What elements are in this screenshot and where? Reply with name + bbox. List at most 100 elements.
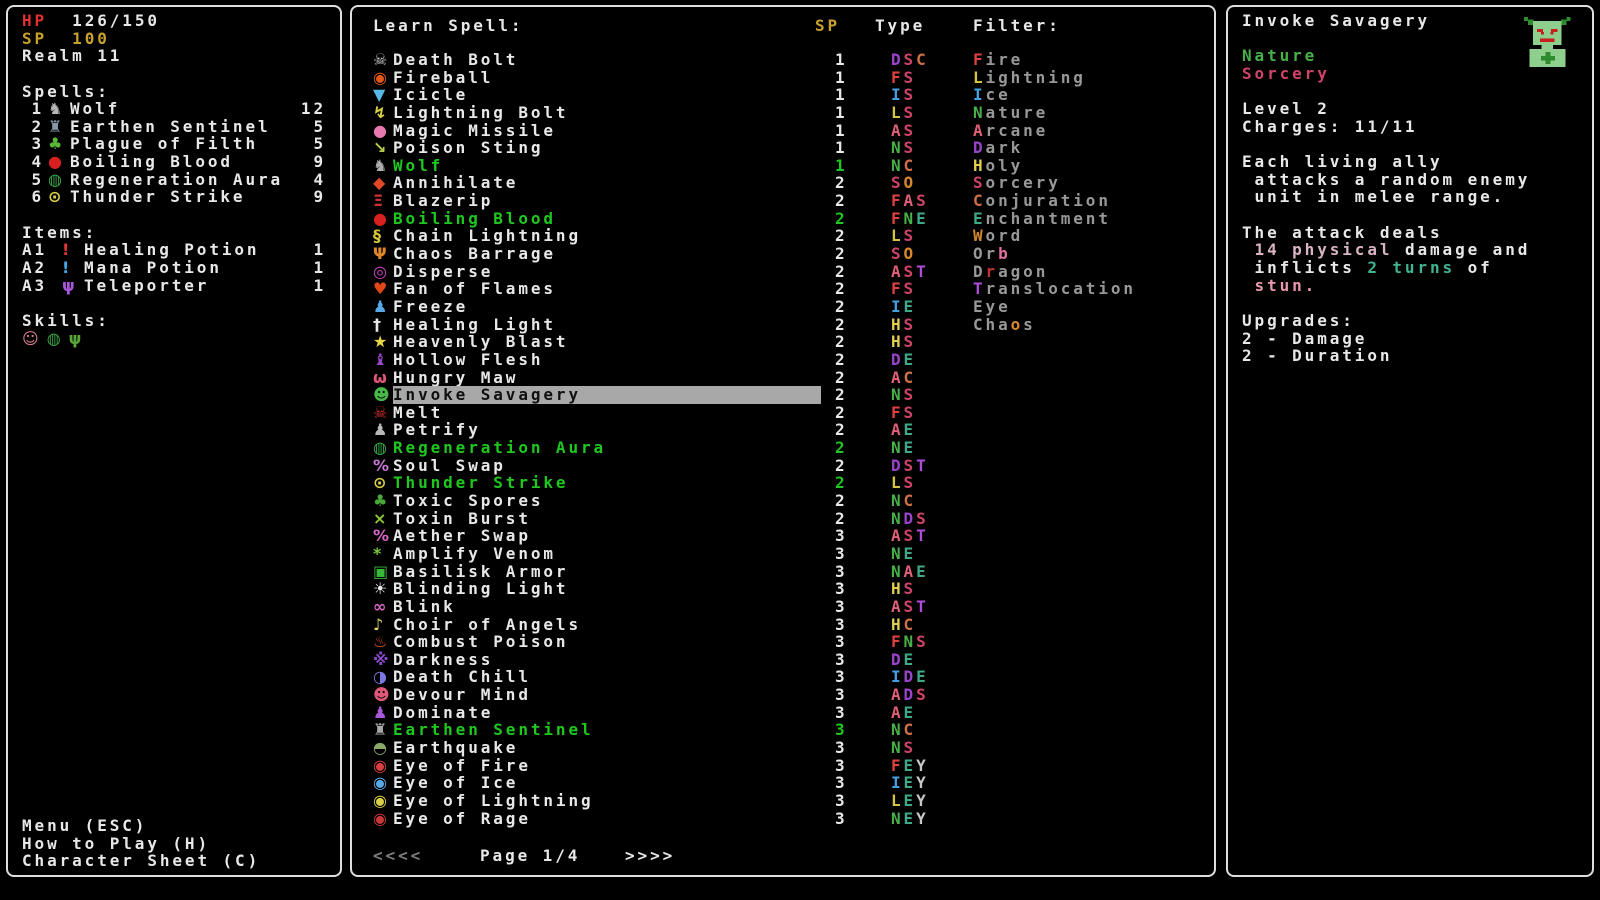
learn-row-chaos-barrage[interactable]: Ψ Chaos Barrage 2 SO [373,245,1073,263]
learn-row-wolf[interactable]: ♞ Wolf 1 NC [373,157,1073,175]
learn-row-choir-of-angels[interactable]: ♪ Choir of Angels 3 HC [373,614,1073,634]
learn-row-combust-poison[interactable]: ♨ Combust Poison 3 FNS [373,633,1073,651]
spell-type-tags: FS [891,68,1073,87]
spell-slot-earthen-sentinel[interactable]: 2 ♜ Earthen Sentinel 5 [22,118,326,136]
learn-row-toxin-burst[interactable]: × Toxin Burst 2 NDS [373,509,1073,528]
text-segment [1242,276,1255,295]
filter-text: ature [985,102,1049,122]
filter-item-lightning[interactable]: Lightning [973,68,1136,87]
learn-row-eye-of-fire[interactable]: ◉ Eye of Fire 3 FEY [373,755,1073,775]
type-letter-T: T [916,261,929,281]
learn-row-boiling-blood[interactable]: ● Boiling Blood 2 FNE [373,209,1073,228]
spell-slot-regeneration-aura[interactable]: 5 ◍ Regeneration Aura 4 [22,171,326,189]
learn-row-basilisk-armor[interactable]: ▣ Basilisk Armor 3 NAE [373,561,1073,581]
learn-row-invoke-savagery[interactable]: ☻ Invoke Savagery 2 NS [373,386,1073,404]
spell-sp-cost: 3 [835,755,848,775]
filter-text: Cha [973,314,1011,334]
learn-row-thunder-strike[interactable]: ⊙ Thunder Strike 2 LS [373,474,1073,492]
type-letter-D: D [903,667,917,687]
learn-row-disperse[interactable]: ◎ Disperse 2 AST [373,261,1073,281]
learn-row-earthen-sentinel[interactable]: ♜ Earthen Sentinel 3 NC [373,721,1073,739]
learn-row-heavenly-blast[interactable]: ★ Heavenly Blast 2 HS [373,333,1073,351]
filter-item-dark[interactable]: Dark [973,139,1136,157]
learn-row-petrify[interactable]: ♟ Petrify 2 AE [373,421,1073,439]
learn-row-soul-swap[interactable]: % Soul Swap 2 DST [373,456,1073,475]
learn-row-darkness[interactable]: ※ Darkness 3 DE [373,650,1073,669]
next-page-button[interactable]: >>>> [625,846,676,865]
how-to-play--button[interactable]: How to Play (H) [22,833,210,853]
learn-row-hollow-flesh[interactable]: ♝ Hollow Flesh 2 DE [373,351,1073,369]
filter-item-enchantment[interactable]: Enchantment [973,209,1136,228]
description-line: stun. [1242,276,1582,295]
filter-item-eye[interactable]: Eye [973,298,1136,316]
filter-item-orb[interactable]: Orb [973,245,1136,263]
learn-row-blink[interactable]: ∞ Blink 3 AST [373,598,1073,616]
type-letter-S: S [903,526,917,546]
learn-row-healing-light[interactable]: † Healing Light 2 HS [373,315,1073,334]
learn-row-eye-of-ice[interactable]: ◉ Eye of Ice 3 IEY [373,774,1073,792]
learn-row-lightning-bolt[interactable]: ↯ Lightning Bolt 1 LS [373,104,1073,122]
spell-slot-wolf[interactable]: 1 ♞ Wolf 12 [22,100,326,118]
learn-row-magic-missile[interactable]: ● Magic Missile 1 AS [373,121,1073,140]
filter-item-fire[interactable]: Fire [973,51,1136,69]
learn-row-regeneration-aura[interactable]: ◍ Regeneration Aura 2 NE [373,439,1073,457]
spell-sp-cost: 3 [835,614,848,634]
learn-row-icicle[interactable]: ▼ Icicle 1 IS [373,86,1073,104]
filter-item-chaos[interactable]: Chaos [973,314,1136,334]
item-count: 1 [313,275,326,295]
filter-item-sorcery[interactable]: Sorcery [973,174,1136,192]
item-slot-mana-potion[interactable]: A2! Mana Potion 1 [22,259,326,277]
learn-row-hungry-maw[interactable]: ω Hungry Maw 2 AC [373,368,1073,387]
filter-item-translocation[interactable]: Translocation [973,280,1136,298]
item-slot-healing-potion[interactable]: A1! Healing Potion 1 [22,241,326,259]
filter-item-word[interactable]: Word [973,227,1136,245]
learn-row-poison-sting[interactable]: ↘ Poison Sting 1 NS [373,139,1073,157]
spell-sp-cost: 3 [835,579,848,599]
beast-skill-icon[interactable]: ψ [68,328,82,348]
filter-item-nature[interactable]: Nature [973,104,1136,122]
filter-item-arcane[interactable]: Arcane [973,121,1136,140]
learn-row-toxic-spores[interactable]: ♣ Toxic Spores 2 NC [373,492,1073,510]
type-letter-S: S [903,50,917,69]
prev-page-button[interactable]: <<<< [373,846,424,865]
learn-row-eye-of-rage[interactable]: ◉ Eye of Rage 3 NEY [373,808,1073,828]
spell-slot-plague-of-filth[interactable]: 3 ♣ Plague of Filth 5 [22,135,326,153]
learn-row-blazerip[interactable]: Ξ Blazerip 2 FAS [373,192,1073,210]
filter-item-ice[interactable]: Ice [973,86,1136,104]
filter-item-conjuration[interactable]: Conjuration [973,192,1136,210]
type-letter-E: E [916,561,929,581]
spell-name: Earthquake [393,737,519,757]
learn-row-amplify-venom[interactable]: * Amplify Venom 3 NE [373,545,1073,563]
spell-slot-thunder-strike[interactable]: 6 ⊙ Thunder Strike 9 [22,188,326,206]
learn-row-fireball[interactable]: ◉ Fireball 1 FS [373,68,1073,87]
learn-row-eye-of-lightning[interactable]: ◉ Eye of Lightning 3 LEY [373,792,1073,810]
type-letter-S: S [903,579,917,599]
filter-text: ire [985,50,1024,69]
learn-row-death-chill[interactable]: ◑ Death Chill 3 IDE [373,668,1073,686]
learn-row-blinding-light[interactable]: ☀ Blinding Light 3 HS [373,580,1073,598]
character-sheet--button[interactable]: Character Sheet (C) [22,851,261,871]
learn-row-melt[interactable]: ☠ Melt 2 FS [373,403,1073,422]
sp-gap [47,29,72,48]
type-letter-E: E [903,808,917,828]
learn-row-fan-of-flames[interactable]: ♥ Fan of Flames 2 FS [373,280,1073,298]
learn-row-aether-swap[interactable]: % Aether Swap 3 AST [373,527,1073,545]
freeze-icon: ♟ [373,296,388,316]
learn-row-devour-mind[interactable]: ☻ Devour Mind 3 ADS [373,686,1073,704]
learn-row-earthquake[interactable]: ◓ Earthquake 3 NS [373,739,1073,757]
filter-item-dragon[interactable]: Dragon [973,262,1136,281]
learn-row-chain-lightning[interactable]: § Chain Lightning 2 LS [373,227,1073,245]
learn-row-dominate[interactable]: ♟ Dominate 3 AE [373,703,1073,722]
menu--button[interactable]: Menu (ESC) [22,816,148,835]
learn-row-death-bolt[interactable]: ☠ Death Bolt 1 DSC [373,51,1073,69]
spell-name: Devour Mind [393,685,531,705]
type-letter-E: E [903,790,917,810]
learn-row-freeze[interactable]: ♟ Freeze 2 IE [373,298,1073,316]
filter-item-holy[interactable]: Holy [973,157,1136,175]
spell-slot-boiling-blood[interactable]: 4 ● Boiling Blood 9 [22,153,326,171]
regen-skill-icon[interactable]: ◍ [46,328,61,348]
item-slot-teleporter[interactable]: A3 ψ Teleporter 1 [22,275,326,295]
bunny-skill-icon[interactable]: ☺ [22,328,39,348]
learn-row-annihilate[interactable]: ◆ Annihilate 2 SO [373,174,1073,192]
spell-sp-cost: 1 [835,102,848,122]
